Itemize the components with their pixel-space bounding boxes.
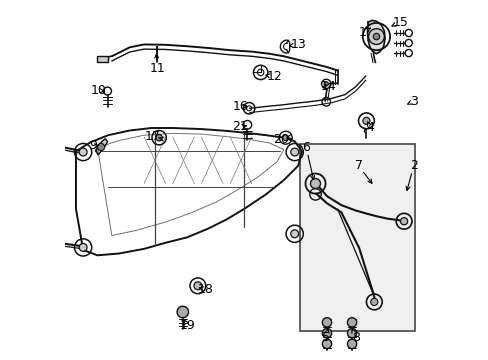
Circle shape	[310, 179, 320, 189]
Circle shape	[79, 243, 87, 251]
Circle shape	[156, 134, 162, 141]
Circle shape	[177, 306, 188, 318]
Polygon shape	[367, 21, 384, 54]
Circle shape	[324, 82, 328, 86]
Circle shape	[322, 328, 331, 338]
Text: 14: 14	[320, 80, 336, 93]
Text: 10: 10	[90, 84, 106, 97]
Polygon shape	[96, 139, 107, 155]
Text: 12: 12	[266, 70, 282, 83]
Circle shape	[322, 318, 331, 327]
Text: 17: 17	[145, 130, 161, 143]
Text: 8: 8	[352, 331, 360, 344]
Text: 6: 6	[302, 140, 309, 153]
Circle shape	[97, 143, 104, 150]
Text: 3: 3	[409, 95, 417, 108]
Text: 20: 20	[273, 133, 288, 146]
Circle shape	[322, 339, 331, 348]
Circle shape	[372, 33, 379, 40]
Circle shape	[290, 230, 298, 238]
Text: 18: 18	[198, 283, 213, 296]
Circle shape	[368, 29, 384, 44]
Text: 5: 5	[322, 331, 329, 344]
Text: 16: 16	[232, 100, 247, 113]
Circle shape	[194, 282, 202, 290]
Bar	[97, 56, 107, 62]
Text: 19: 19	[180, 319, 195, 332]
Text: 7: 7	[354, 159, 362, 172]
Text: 21: 21	[232, 121, 247, 134]
Text: 1: 1	[358, 27, 366, 40]
Text: 4: 4	[366, 121, 373, 134]
Bar	[300, 144, 414, 330]
Text: 9: 9	[89, 139, 97, 152]
Circle shape	[282, 135, 288, 140]
Circle shape	[370, 298, 377, 306]
Circle shape	[346, 328, 356, 338]
Text: 11: 11	[149, 62, 165, 75]
Circle shape	[290, 148, 298, 156]
Circle shape	[362, 117, 369, 125]
Circle shape	[400, 218, 407, 225]
Text: 13: 13	[290, 38, 306, 51]
Text: 15: 15	[392, 16, 407, 29]
Circle shape	[79, 148, 87, 156]
Circle shape	[346, 318, 356, 327]
Circle shape	[346, 339, 356, 348]
Text: 2: 2	[409, 159, 417, 172]
